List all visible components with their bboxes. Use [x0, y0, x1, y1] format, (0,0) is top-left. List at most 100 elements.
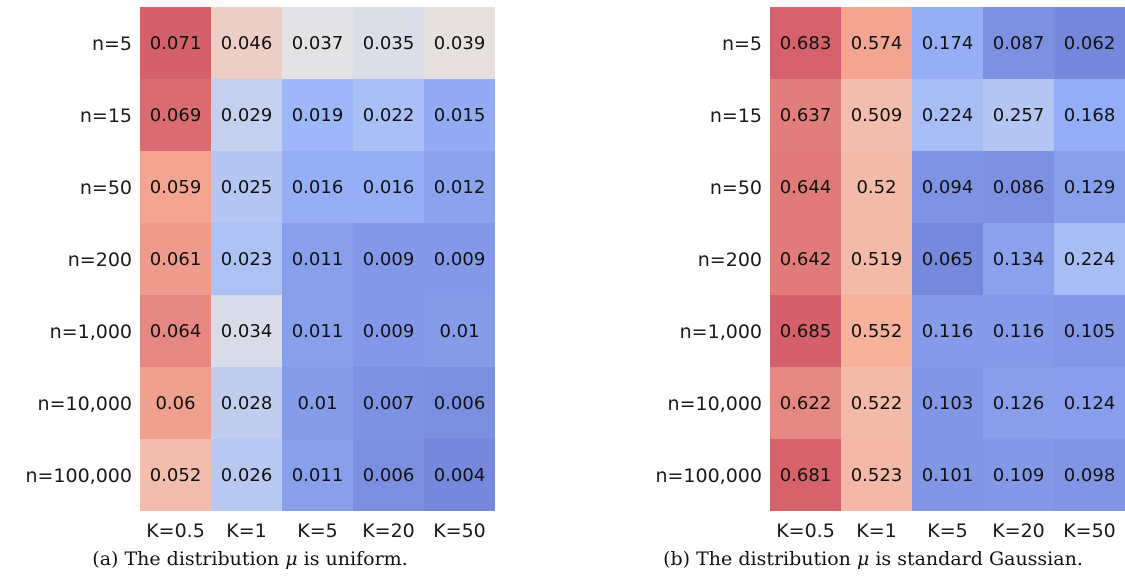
heatmap-cell	[353, 151, 424, 223]
heatmap-cell	[912, 7, 983, 79]
cell-value-label: 0.059	[150, 177, 202, 198]
cell-value-label: 0.509	[851, 105, 903, 126]
cell-value-label: 0.023	[221, 249, 273, 270]
cell-value-label: 0.574	[851, 33, 903, 54]
cell-value-label: 0.086	[993, 177, 1045, 198]
heatmap-cell	[1054, 151, 1125, 223]
heatmap-cell	[770, 79, 841, 151]
heatmap-cell	[140, 79, 211, 151]
cell-value-label: 0.009	[434, 249, 486, 270]
cell-value-label: 0.109	[993, 465, 1045, 486]
row-tick-label: n=15	[710, 105, 762, 127]
heatmap-cell	[912, 79, 983, 151]
row-tick-label: n=50	[80, 177, 132, 199]
row-tick-label: n=5	[722, 33, 762, 55]
heatmap-cell	[1054, 79, 1125, 151]
cell-value-label: 0.028	[221, 393, 273, 414]
heatmap-cell	[282, 439, 353, 511]
cell-value-label: 0.124	[1064, 393, 1116, 414]
heatmap-cell	[1054, 439, 1125, 511]
heatmap-cell	[1054, 295, 1125, 367]
cell-value-label: 0.071	[150, 33, 202, 54]
cell-value-label: 0.015	[434, 105, 486, 126]
cell-value-label: 0.681	[780, 465, 832, 486]
column-tick-label: K=0.5	[776, 520, 835, 540]
heatmap-cell	[912, 439, 983, 511]
heatmap-cell	[424, 439, 495, 511]
cell-value-label: 0.034	[221, 321, 273, 342]
cell-value-label: 0.004	[434, 465, 486, 486]
heatmap-cell	[424, 295, 495, 367]
heatmap-cell	[912, 295, 983, 367]
heatmap-cell	[983, 151, 1054, 223]
heatmap-cell	[841, 223, 912, 295]
heatmap-cell	[353, 439, 424, 511]
cell-value-label: 0.052	[150, 465, 202, 486]
heatmap-cell	[211, 7, 282, 79]
heatmap-cell	[424, 7, 495, 79]
row-tick-label: n=100,000	[25, 465, 132, 487]
cell-value-label: 0.098	[1064, 465, 1116, 486]
cell-value-label: 0.022	[363, 105, 415, 126]
cell-value-label: 0.644	[780, 177, 832, 198]
heatmap-cell	[983, 367, 1054, 439]
heatmap-cell	[211, 295, 282, 367]
cell-value-label: 0.016	[363, 177, 415, 198]
cell-value-label: 0.52	[856, 177, 896, 198]
row-tick-label: n=10,000	[668, 393, 762, 415]
heatmap-cell	[841, 295, 912, 367]
cell-value-label: 0.037	[292, 33, 344, 54]
cell-value-label: 0.039	[434, 33, 486, 54]
row-tick-label: n=1,000	[50, 321, 132, 343]
heatmap-cell	[140, 223, 211, 295]
cell-value-label: 0.105	[1064, 321, 1116, 342]
heatmap-cell	[211, 79, 282, 151]
cell-value-label: 0.025	[221, 177, 273, 198]
heatmap-uniform: 0.071 0.046 0.037 0.035 0.039 0.069 0.029 0.019…	[25, 7, 495, 540]
heatmap-cell	[353, 295, 424, 367]
heatmap-cell	[841, 151, 912, 223]
cell-value-label: 0.011	[292, 465, 344, 486]
column-tick-label: K=1	[226, 520, 266, 540]
heatmap-cell	[140, 295, 211, 367]
cell-value-label: 0.011	[292, 321, 344, 342]
heatmap-cell	[140, 367, 211, 439]
cell-value-label: 0.116	[993, 321, 1045, 342]
heatmap-cell	[983, 223, 1054, 295]
cell-value-label: 0.224	[1064, 249, 1116, 270]
cell-value-label: 0.064	[150, 321, 202, 342]
cell-value-label: 0.257	[993, 105, 1045, 126]
cell-value-label: 0.046	[221, 33, 273, 54]
heatmap-cell	[282, 79, 353, 151]
heatmap-cell	[1054, 223, 1125, 295]
heatmap-cell	[211, 367, 282, 439]
cell-value-label: 0.552	[851, 321, 903, 342]
cell-value-label: 0.026	[221, 465, 273, 486]
cell-value-label: 0.116	[922, 321, 974, 342]
heatmap-cell	[770, 7, 841, 79]
cell-value-label: 0.519	[851, 249, 903, 270]
heatmap-cell	[983, 7, 1054, 79]
heatmap-cell	[353, 7, 424, 79]
heatmap-cell	[841, 367, 912, 439]
heatmap-cell	[353, 79, 424, 151]
cell-value-label: 0.523	[851, 465, 903, 486]
cell-value-label: 0.01	[297, 393, 337, 414]
cell-value-label: 0.035	[363, 33, 415, 54]
heatmap-cell	[770, 151, 841, 223]
column-tick-label: K=5	[927, 520, 967, 540]
heatmap-cell	[912, 367, 983, 439]
heatmap-cell	[140, 151, 211, 223]
heatmap-panel-gaussian: 0.683 0.574 0.174 0.087 0.062 0.637 0.509 0.224…	[560, 0, 1125, 540]
row-tick-label: n=1,000	[680, 321, 762, 343]
cell-value-label: 0.062	[1064, 33, 1116, 54]
column-tick-label: K=5	[297, 520, 337, 540]
cell-value-label: 0.069	[150, 105, 202, 126]
cell-value-label: 0.129	[1064, 177, 1116, 198]
heatmap-cell	[282, 367, 353, 439]
cell-value-label: 0.094	[922, 177, 974, 198]
heatmap-cell	[140, 439, 211, 511]
cell-value-label: 0.101	[922, 465, 974, 486]
heatmap-cell	[282, 223, 353, 295]
heatmap-cell	[211, 151, 282, 223]
